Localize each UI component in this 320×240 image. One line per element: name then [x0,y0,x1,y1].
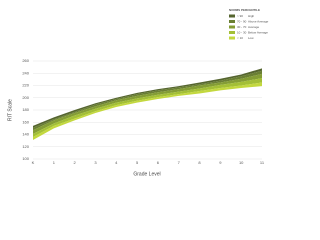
y-tick-label: 160 [22,119,29,124]
y-tick-label: 180 [22,107,29,112]
legend-label: Above Average [248,19,269,23]
legend-range: 10 - 30 [237,30,247,34]
legend-range: < 10 [237,36,243,40]
legend-swatch [229,14,235,18]
x-tick-label: 5 [136,160,139,165]
y-tick-label: 140 [22,132,29,137]
chart: Grade Level RIT Scale NORMS PERCENTILE 1… [7,8,269,178]
y-axis-title: RIT Scale [7,99,13,121]
x-tick-label: 1 [53,160,56,165]
x-tick-label: 10 [239,160,244,165]
y-tick-label: 120 [22,144,29,149]
legend-range: 30 - 70 [237,25,247,29]
x-axis-title: Grade Level [133,171,160,177]
x-tick-label: 2 [74,160,77,165]
legend-title: NORMS PERCENTILE [229,8,260,12]
legend-label: Average [248,25,259,29]
legend-swatch [229,36,235,40]
area-band [33,73,262,134]
x-tick-label: 3 [94,160,97,165]
legend-label: Low [248,36,254,40]
x-tick-label: 6 [157,160,160,165]
y-tick-label: 260 [22,58,29,63]
y-tick-label: 220 [22,83,29,88]
area-band [33,70,262,131]
legend-swatch [229,31,235,34]
legend-range: > 90 [237,14,243,18]
x-tick-label: 4 [115,160,118,165]
y-tick-label: 200 [22,95,29,100]
legend-swatch [229,20,235,23]
x-tick-label: K [32,160,35,165]
x-tick-label: 11 [260,160,265,165]
area-band [33,68,262,128]
y-tick-label: 100 [22,156,29,161]
x-tick-label: 8 [198,160,201,165]
area-band [33,78,262,137]
legend-range: 70 - 90 [237,19,247,23]
y-tick-label: 240 [22,70,29,75]
x-tick-label: 7 [178,160,181,165]
legend-swatch [229,25,235,29]
legend-label: Below Average [248,30,268,34]
x-tick-label: 9 [219,160,222,165]
legend-label: High [248,14,255,18]
